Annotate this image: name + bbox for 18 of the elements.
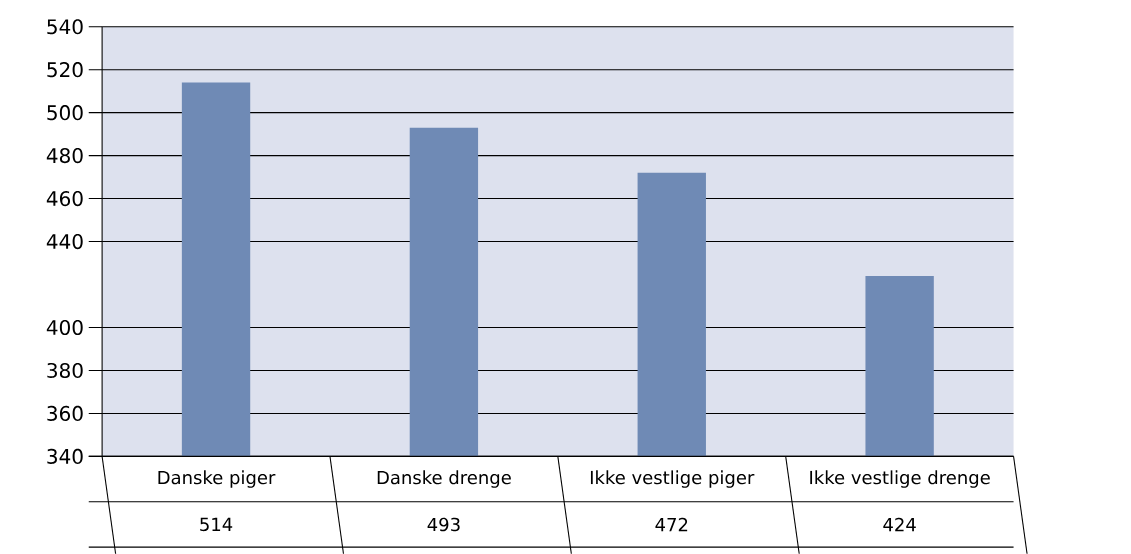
data-label: 472	[655, 517, 688, 532]
x-tick-label: Ikke vestlige piger	[590, 470, 755, 488]
y-tick-label: 360	[47, 405, 83, 422]
y-tick-label: 500	[47, 105, 83, 121]
x-tick-label: Danske piger	[158, 470, 276, 488]
y-tick-label: 540	[47, 19, 83, 35]
x-tick-label: Danske drenge	[377, 470, 511, 488]
y-tick-label: 340	[47, 448, 83, 465]
data-label: 424	[883, 517, 916, 532]
y-tick-label: 380	[47, 362, 83, 379]
y-tick-label: 400	[46, 320, 83, 336]
y-tick-label: 480	[46, 148, 83, 164]
data-label: 514	[200, 517, 233, 532]
x-tick-label: Ikke vestlige drenge	[810, 470, 990, 488]
y-tick-label: 440	[46, 234, 83, 250]
y-tick-label: 460	[46, 191, 83, 207]
data-label: 493	[427, 517, 460, 532]
y-tick-label: 520	[47, 62, 83, 78]
